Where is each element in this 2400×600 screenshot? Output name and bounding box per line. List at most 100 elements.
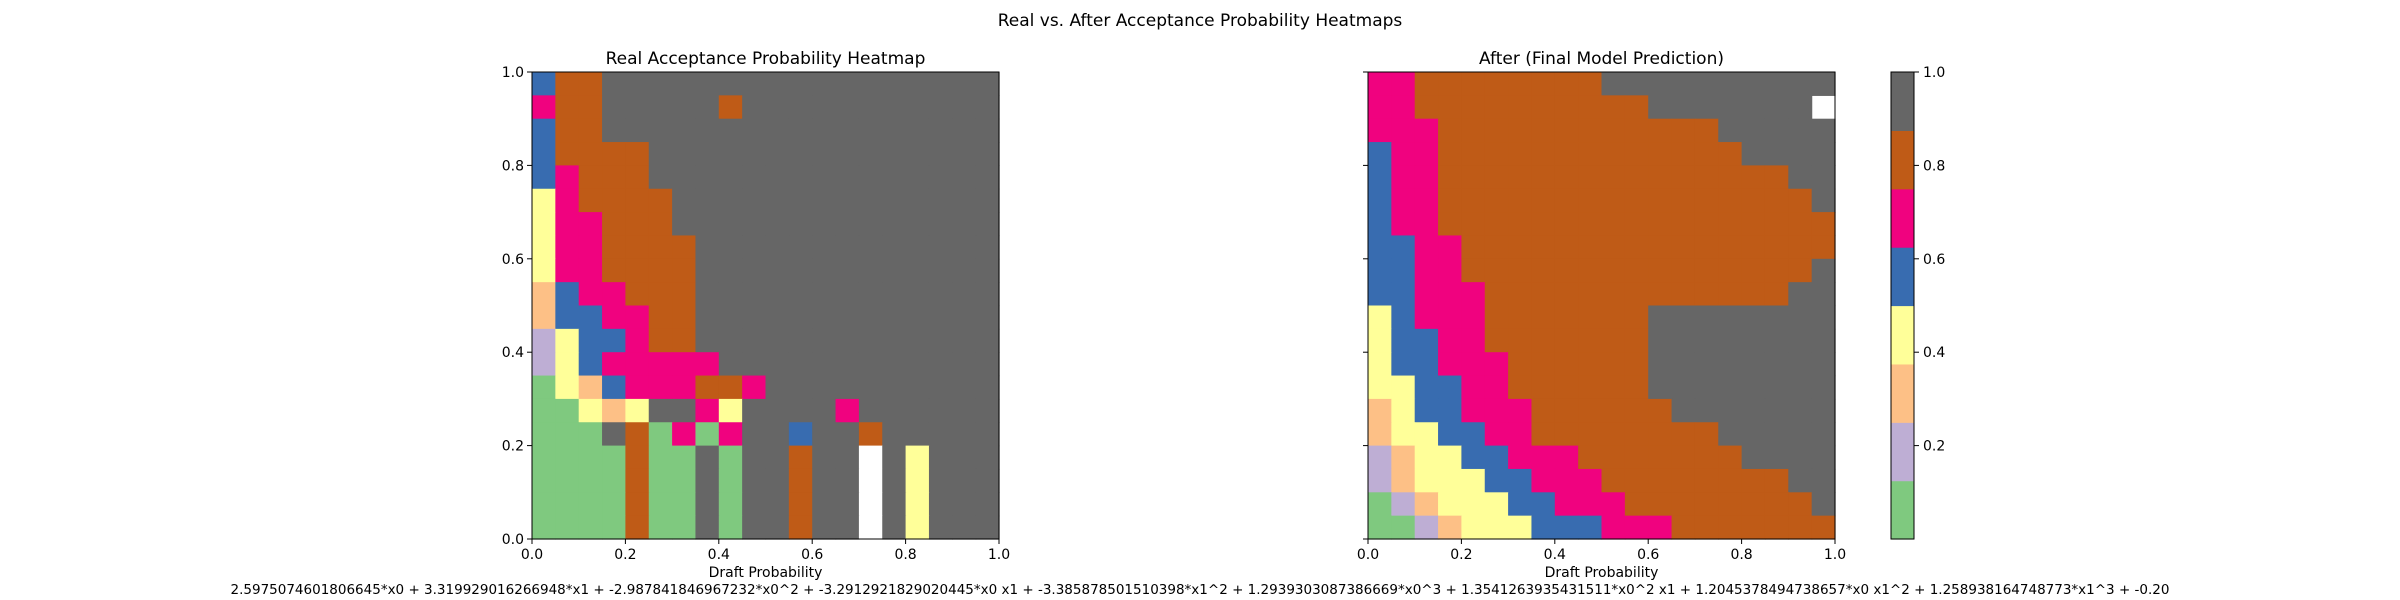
heatmap-after-cell <box>1438 72 1462 96</box>
heatmap-after-cell <box>1811 445 1836 470</box>
heatmap-after-cell <box>1764 95 1789 120</box>
heatmap-after-cell <box>1554 165 1579 190</box>
colorbar-segment <box>1891 422 1914 482</box>
heatmap-after-cell <box>1741 95 1766 120</box>
heatmap-after-cell <box>1578 352 1603 377</box>
heatmap-after-cell <box>1741 235 1766 260</box>
heatmap-real-cell <box>625 212 650 237</box>
heatmap-real-cell <box>742 165 767 190</box>
heatmap-after-cell <box>1601 515 1626 540</box>
heatmap-real-cell <box>672 492 697 517</box>
heatmap-real-cell <box>695 95 720 120</box>
heatmap-after-cell <box>1368 118 1392 143</box>
heatmap-after-cell <box>1554 422 1579 447</box>
heatmap-after-cell <box>1554 212 1579 237</box>
heatmap-real-ytick-label: 1.0 <box>502 65 524 81</box>
heatmap-real-cell <box>812 142 837 166</box>
heatmap-real-cell <box>928 468 953 493</box>
heatmap-after-cell <box>1438 95 1462 120</box>
heatmap-real-ytick-label: 0.0 <box>502 532 524 548</box>
heatmap-real-cell <box>648 468 673 493</box>
heatmap-after-cell <box>1648 142 1673 166</box>
heatmap-real-cell <box>952 258 977 283</box>
heatmap-real-cell <box>718 352 743 377</box>
heatmap-real-cell <box>788 375 813 400</box>
heatmap-real-cell <box>812 422 837 447</box>
heatmap-after-cell <box>1718 212 1743 237</box>
heatmap-after-cell <box>1391 445 1416 470</box>
heatmap-real-cell <box>835 235 860 260</box>
heatmap-after-cell <box>1741 188 1766 213</box>
heatmap-real-cell <box>555 258 580 283</box>
heatmap-after-cell <box>1461 212 1486 237</box>
heatmap-real-cell <box>625 422 650 447</box>
heatmap-after-cell <box>1648 235 1673 260</box>
heatmap-real-cell <box>532 258 556 283</box>
heatmap-after-cell <box>1531 492 1556 517</box>
heatmap-real-cell <box>835 165 860 190</box>
heatmap-after-cell <box>1578 258 1603 283</box>
heatmap-real-cell <box>952 282 977 307</box>
heatmap-after-cell <box>1601 398 1626 423</box>
heatmap-real-cell <box>602 235 626 260</box>
heatmap-after-cell <box>1788 352 1813 377</box>
heatmap-after-cell <box>1391 305 1416 330</box>
heatmap-real-cell <box>928 328 953 353</box>
heatmap-real-cell <box>858 328 883 353</box>
heatmap-after-cell <box>1578 282 1603 307</box>
heatmap-after-cell <box>1508 422 1533 447</box>
heatmap-after-cell <box>1531 515 1556 540</box>
heatmap-real-cell <box>742 398 767 423</box>
heatmap-after-cell <box>1788 445 1813 470</box>
heatmap-after-cell <box>1391 72 1416 96</box>
heatmap-after-cell <box>1741 118 1766 143</box>
heatmap-after-cell <box>1718 142 1743 166</box>
heatmap-real-cell <box>928 142 953 166</box>
heatmap-real-cell <box>695 142 720 166</box>
heatmap-after-cell <box>1788 282 1813 307</box>
heatmap-real-cell <box>625 468 650 493</box>
heatmap-after-cell <box>1788 235 1813 260</box>
heatmap-real-cell <box>765 72 790 96</box>
heatmap-real-cell <box>812 352 837 377</box>
heatmap-real-cell <box>718 398 743 423</box>
heatmap-real-cell <box>882 118 907 143</box>
heatmap-real-cell <box>858 165 883 190</box>
heatmap-real-cell <box>742 492 767 517</box>
heatmap-real-cell <box>812 165 837 190</box>
heatmap-after-cell <box>1718 188 1743 213</box>
heatmap-real-cell <box>742 352 767 377</box>
heatmap-real-cell <box>788 515 813 540</box>
heatmap-after-cell <box>1694 72 1719 96</box>
heatmap-after-cell <box>1438 352 1462 377</box>
heatmap-after-cell <box>1811 492 1836 517</box>
heatmap-after-cell <box>1368 188 1392 213</box>
colorbar-segment <box>1891 188 1914 248</box>
heatmap-after-cell <box>1438 142 1462 166</box>
heatmap-real-cell <box>812 235 837 260</box>
heatmap-after-cell <box>1671 515 1696 540</box>
heatmap-real-cell <box>952 492 977 517</box>
heatmap-real-cell <box>952 142 977 166</box>
heatmap-after-cell <box>1811 212 1836 237</box>
heatmap-after-xtick-label: 0.0 <box>1357 547 1379 563</box>
heatmap-after-cell <box>1391 165 1416 190</box>
heatmap-after-cell <box>1741 142 1766 166</box>
heatmap-after-cell <box>1461 95 1486 120</box>
heatmap-after-cell <box>1694 352 1719 377</box>
heatmap-real-cell <box>928 305 953 330</box>
heatmap-real-cell <box>882 282 907 307</box>
heatmap-after-cell <box>1508 445 1533 470</box>
heatmap-real-cell <box>672 445 697 470</box>
heatmap-after-cell <box>1508 305 1533 330</box>
heatmap-after-cell <box>1368 212 1392 237</box>
heatmap-real-cell <box>788 118 813 143</box>
heatmap-after-cell <box>1718 468 1743 493</box>
heatmap-real-cell <box>835 468 860 493</box>
heatmap-real-cell <box>602 165 626 190</box>
heatmap-real-cell <box>905 72 930 96</box>
heatmap-real-cell <box>812 328 837 353</box>
heatmap-after-cell <box>1741 375 1766 400</box>
heatmap-real-cell <box>928 212 953 237</box>
heatmap-after-cell <box>1554 118 1579 143</box>
